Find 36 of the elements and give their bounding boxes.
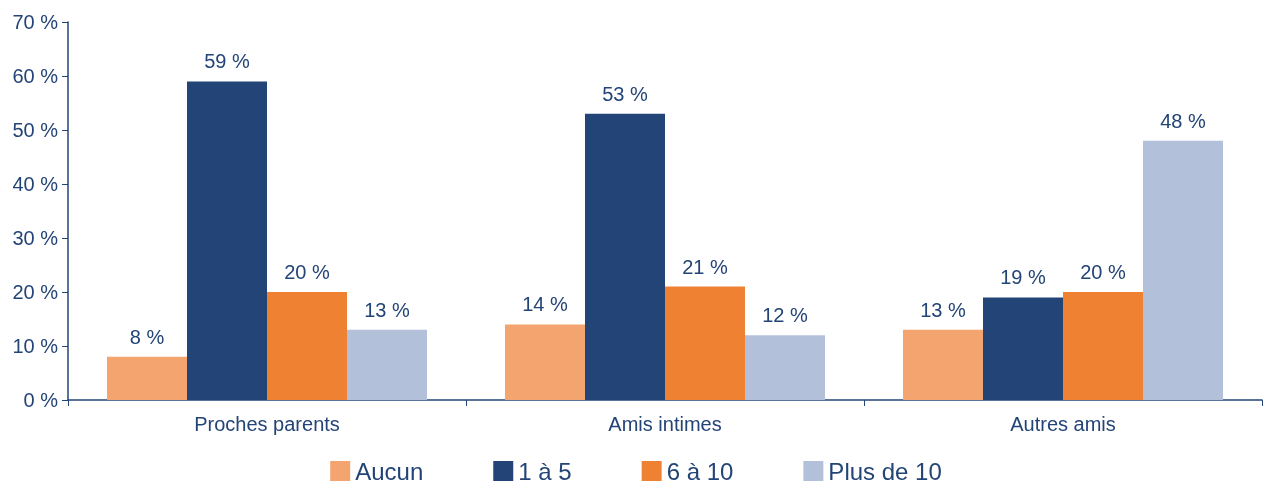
bar bbox=[903, 329, 983, 400]
bar bbox=[745, 335, 825, 400]
y-tick-label: 70 % bbox=[12, 11, 59, 33]
y-tick-label: 50 % bbox=[12, 119, 59, 141]
legend-label: Aucun bbox=[355, 457, 424, 485]
y-tick-label: 40 % bbox=[12, 173, 59, 195]
legend-label: Plus de 10 bbox=[828, 457, 942, 485]
data-label: 12 % bbox=[762, 304, 809, 327]
data-label: 8 % bbox=[129, 325, 165, 348]
legend-label: 1 à 5 bbox=[518, 457, 572, 485]
data-label: 48 % bbox=[1160, 109, 1207, 132]
data-label: 20 % bbox=[284, 261, 331, 283]
data-label: 19 % bbox=[1000, 266, 1047, 289]
y-tick-label: 30 % bbox=[12, 227, 59, 249]
data-label: 59 % bbox=[204, 50, 251, 73]
bar bbox=[347, 329, 427, 400]
y-tick-label: 20 % bbox=[12, 281, 59, 303]
x-tick-label: Amis intimes bbox=[608, 413, 722, 435]
y-tick-label: 10 % bbox=[12, 335, 59, 357]
x-tick-label: Autres amis bbox=[1010, 413, 1116, 435]
bar bbox=[1063, 292, 1143, 400]
data-label: 20 % bbox=[1080, 261, 1127, 283]
bar bbox=[1143, 140, 1223, 400]
x-tick-label: Proches parents bbox=[194, 413, 340, 435]
bar bbox=[107, 356, 187, 400]
bar bbox=[267, 292, 347, 400]
y-tick-label: 0 % bbox=[23, 389, 59, 411]
data-label: 21 % bbox=[682, 255, 729, 278]
bar bbox=[505, 324, 585, 400]
data-label: 14 % bbox=[522, 293, 569, 316]
bar bbox=[665, 286, 745, 400]
legend-label: 6 à 10 bbox=[666, 457, 734, 485]
data-label: 13 % bbox=[920, 298, 967, 321]
data-label: 53 % bbox=[602, 82, 649, 105]
data-label: 13 % bbox=[364, 298, 411, 321]
y-tick-label: 60 % bbox=[12, 65, 59, 87]
